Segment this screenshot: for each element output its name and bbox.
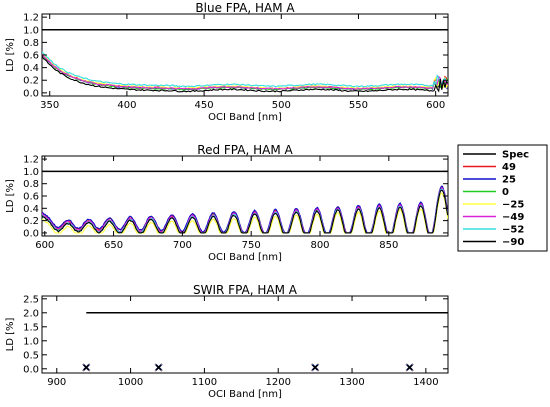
x-tick-label: 550 bbox=[349, 100, 368, 111]
y-tick-label: 1.0 bbox=[23, 336, 39, 347]
y-axis-label: LD [%] bbox=[5, 179, 16, 213]
legend-label: −25 bbox=[502, 200, 524, 211]
x-tick-label: 1400 bbox=[413, 377, 438, 388]
x-tick-label: 350 bbox=[40, 100, 59, 111]
x-tick-label: 700 bbox=[173, 240, 192, 251]
x-tick-label: 800 bbox=[310, 240, 329, 251]
legend-label: −52 bbox=[502, 225, 524, 236]
scatter-point bbox=[83, 364, 90, 371]
x-tick-label: 400 bbox=[117, 100, 136, 111]
x-tick-label: 600 bbox=[35, 240, 54, 251]
series-line-m90 bbox=[42, 55, 448, 93]
series-line-m90 bbox=[42, 189, 448, 234]
series-line-m25 bbox=[42, 52, 448, 90]
y-tick-label: 1.0 bbox=[23, 167, 39, 178]
x-tick-label: 1200 bbox=[265, 377, 290, 388]
y-tick-label: 2.0 bbox=[23, 308, 39, 319]
x-tick-label: 650 bbox=[104, 240, 123, 251]
y-tick-label: 0.0 bbox=[23, 228, 39, 239]
scatter-point bbox=[406, 364, 413, 371]
legend-label: −90 bbox=[502, 237, 524, 248]
legend-box bbox=[457, 144, 548, 252]
legend-label: 49 bbox=[502, 162, 516, 173]
blue-fpa-panel: Blue FPA, HAM A 350 400 450 500 550 600 0.00.2 0… bbox=[5, 1, 449, 123]
series-line-m52 bbox=[42, 51, 448, 88]
y-tick-label: 0.2 bbox=[23, 76, 39, 87]
legend-label: 0 bbox=[502, 187, 509, 198]
x-axis-label: OCI Band [nm] bbox=[208, 252, 282, 263]
y-tick-label: 0.0 bbox=[23, 364, 39, 375]
x-tick-label: 600 bbox=[426, 100, 445, 111]
y-tick-label: 0.6 bbox=[23, 192, 39, 203]
y-tick-label: 2.5 bbox=[23, 294, 39, 305]
legend-label: 25 bbox=[502, 175, 516, 186]
scatter-point bbox=[155, 364, 162, 371]
plot-frame bbox=[41, 155, 449, 237]
panel-title: Red FPA, HAM A bbox=[197, 143, 293, 157]
y-tick-label: 0.0 bbox=[23, 88, 39, 99]
x-tick-label: 500 bbox=[272, 100, 291, 111]
y-tick-label: 1.2 bbox=[23, 155, 39, 166]
x-tick-label: 900 bbox=[47, 377, 66, 388]
y-tick-label: 0.5 bbox=[23, 350, 39, 361]
x-tick-label: 850 bbox=[379, 240, 398, 251]
series-line-m49 bbox=[42, 53, 448, 90]
y-axis-label: LD [%] bbox=[5, 318, 16, 352]
y-tick-label: 0.8 bbox=[23, 38, 39, 49]
x-tick-label: 750 bbox=[242, 240, 261, 251]
x-axis-label: OCI Band [nm] bbox=[208, 389, 282, 400]
y-tick-label: 0.6 bbox=[23, 51, 39, 62]
x-tick-label: 1100 bbox=[192, 377, 217, 388]
y-tick-label: 1.2 bbox=[23, 13, 39, 24]
x-axis-label: OCI Band [nm] bbox=[208, 112, 282, 123]
panel-title: SWIR FPA, HAM A bbox=[193, 283, 298, 297]
swir-fpa-panel: SWIR FPA, HAM A 900 1000 1100 1200 1300 1400 0.… bbox=[5, 283, 449, 400]
y-tick-label: 0.2 bbox=[23, 216, 39, 227]
x-tick-label: 1300 bbox=[339, 377, 364, 388]
y-tick-label: 0.4 bbox=[23, 204, 39, 215]
y-tick-label: 0.8 bbox=[23, 179, 39, 190]
plot-frame bbox=[41, 295, 449, 374]
y-tick-label: 0.4 bbox=[23, 63, 39, 74]
y-tick-label: 1.0 bbox=[23, 25, 39, 36]
series-line-25 bbox=[42, 185, 448, 234]
x-tick-label: 450 bbox=[195, 100, 214, 111]
legend-label: −49 bbox=[502, 212, 524, 223]
y-tick-label: 1.5 bbox=[23, 322, 39, 333]
panel-title: Blue FPA, HAM A bbox=[195, 1, 295, 15]
x-tick-label: 1000 bbox=[118, 377, 143, 388]
scatter-point bbox=[312, 364, 319, 371]
y-axis-label: LD [%] bbox=[5, 38, 16, 72]
legend-label: Spec bbox=[502, 150, 529, 161]
